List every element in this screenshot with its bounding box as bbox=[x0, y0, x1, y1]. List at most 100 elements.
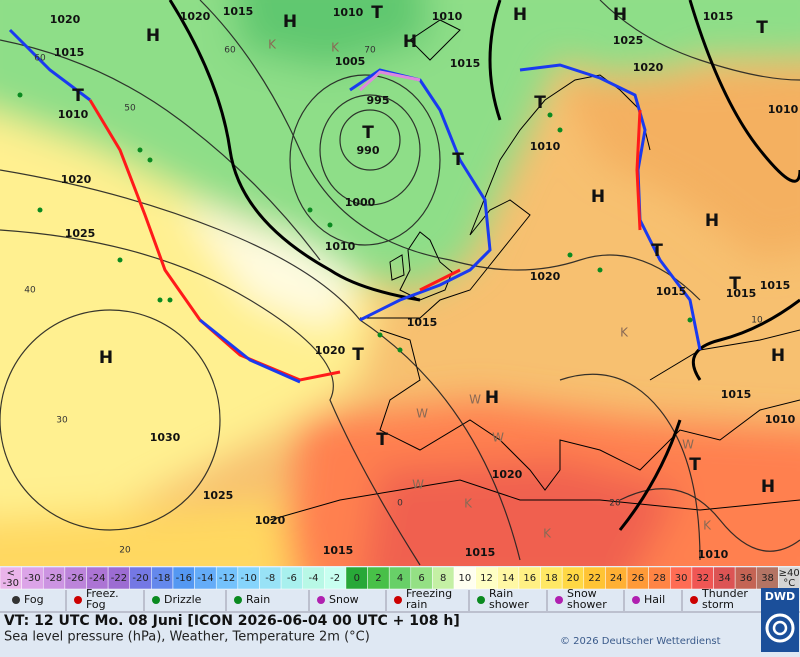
scale-label: 2 bbox=[375, 573, 381, 584]
legend-label: Hail bbox=[644, 593, 665, 606]
isotherm-label: 20 bbox=[609, 499, 621, 509]
scale-label: < bbox=[7, 568, 15, 579]
scale-label: 18 bbox=[545, 573, 558, 584]
pressure-label: 1015 bbox=[465, 546, 496, 559]
pressure-center: T bbox=[651, 241, 663, 261]
pressure-label: 1010 bbox=[698, 548, 729, 561]
legend-label: storm bbox=[702, 598, 734, 611]
pressure-center: H bbox=[613, 5, 627, 25]
pressure-label: 1015 bbox=[407, 316, 438, 329]
legend-icon bbox=[74, 596, 82, 604]
pressure-label: 1015 bbox=[703, 10, 734, 23]
scale-label: 26 bbox=[631, 573, 644, 584]
legend-icon bbox=[317, 596, 325, 604]
weather-letter: K bbox=[268, 38, 277, 52]
pressure-label: 1010 bbox=[765, 413, 796, 426]
scale-label: 30 bbox=[675, 573, 688, 584]
legend-label: Snow bbox=[567, 587, 597, 600]
legend-label: rain bbox=[406, 598, 427, 611]
pressure-label: 1005 bbox=[335, 55, 366, 68]
scale-label: 36 bbox=[740, 573, 753, 584]
isotherm-label: 20 bbox=[119, 546, 131, 556]
pressure-label: 1015 bbox=[760, 279, 791, 292]
scale-label: 0 bbox=[354, 573, 360, 584]
scale-label: -14 bbox=[197, 573, 213, 584]
pressure-center: T bbox=[689, 455, 701, 475]
legend-icon bbox=[152, 596, 160, 604]
legend-icon bbox=[690, 596, 698, 604]
pressure-label: 1020 bbox=[530, 270, 561, 283]
weather-letter: W bbox=[492, 431, 504, 445]
scale-label: 22 bbox=[588, 573, 601, 584]
weather-letter: K bbox=[543, 527, 552, 541]
scale-label: -6 bbox=[287, 573, 297, 584]
pressure-label: 1015 bbox=[726, 287, 757, 300]
scale-label: -22 bbox=[111, 573, 127, 584]
scale-label: -2 bbox=[330, 573, 340, 584]
scale-label: 20 bbox=[567, 573, 580, 584]
weather-legend: Fog Freez.Fog Drizzle Rain Snow FreezingrainR… bbox=[12, 587, 748, 611]
pressure-label: 1015 bbox=[223, 5, 254, 18]
scale-label: 32 bbox=[696, 573, 709, 584]
scale-label: 10 bbox=[458, 573, 471, 584]
pressure-label: 1010 bbox=[325, 240, 356, 253]
pressure-center: T bbox=[376, 430, 388, 450]
isotherm-label: 60 bbox=[224, 46, 236, 56]
pressure-label: 1020 bbox=[633, 61, 664, 74]
scale-label: ≥40 bbox=[779, 568, 800, 579]
scale-label: -28 bbox=[46, 573, 62, 584]
pressure-label: 1010 bbox=[768, 103, 799, 116]
logo-swirl bbox=[765, 613, 795, 643]
color-scale: <-30 -30 -28 -26 -24 -22 -20 -18 -16 -14 -12 -10 -8-… bbox=[0, 566, 800, 590]
pressure-center: T bbox=[729, 274, 741, 294]
weather-letter: K bbox=[703, 519, 712, 533]
pressure-center: H bbox=[403, 32, 417, 52]
weather-letter: W bbox=[682, 438, 694, 452]
legend-label: Fog bbox=[24, 593, 44, 606]
scale-label: -12 bbox=[219, 573, 235, 584]
pressure-center: H bbox=[771, 346, 785, 366]
scale-label: -16 bbox=[176, 573, 192, 584]
pressure-center: T bbox=[72, 86, 84, 106]
legend-icon bbox=[12, 596, 20, 604]
pressure-label: 995 bbox=[367, 94, 390, 107]
scale-label: -30 bbox=[24, 573, 40, 584]
logo-swirl-inner bbox=[772, 620, 788, 636]
scale-label: 6 bbox=[418, 573, 424, 584]
isotherm-label: 30 bbox=[56, 416, 68, 426]
scale-label: -24 bbox=[89, 573, 105, 584]
pressure-label: 1010 bbox=[432, 10, 463, 23]
thick-isobars bbox=[168, 0, 800, 531]
pressure-center: T bbox=[352, 345, 364, 365]
weather-letter: W bbox=[412, 478, 424, 492]
scale-label: -8 bbox=[265, 573, 275, 584]
legend-label: Rain bbox=[489, 587, 513, 600]
pressure-center: H bbox=[513, 5, 527, 25]
legend-icon bbox=[632, 596, 640, 604]
pressure-label: 1020 bbox=[255, 514, 286, 527]
coastlines bbox=[269, 19, 800, 521]
weather-symbols bbox=[17, 92, 693, 353]
pressure-label: 1025 bbox=[613, 34, 644, 47]
pressure-label: 1015 bbox=[323, 544, 354, 557]
logo-text: DWD bbox=[765, 590, 795, 603]
legend-icon bbox=[477, 596, 485, 604]
scale-label: 28 bbox=[653, 573, 666, 584]
fronts bbox=[8, 28, 702, 384]
scale-label: 16 bbox=[523, 573, 536, 584]
scale-label: -4 bbox=[309, 573, 319, 584]
pressure-label: 1020 bbox=[61, 173, 92, 186]
scale-label: 4 bbox=[397, 573, 403, 584]
pressure-label: 1015 bbox=[656, 285, 687, 298]
legend-icon bbox=[234, 596, 242, 604]
pressure-label: 1025 bbox=[203, 489, 234, 502]
pressure-label: 1025 bbox=[65, 227, 96, 240]
isobars bbox=[0, 0, 800, 566]
isotherm-label: 40 bbox=[24, 286, 36, 296]
pressure-center: H bbox=[761, 477, 775, 497]
pressure-label: 1020 bbox=[492, 468, 523, 481]
pressure-label: 1015 bbox=[721, 388, 752, 401]
